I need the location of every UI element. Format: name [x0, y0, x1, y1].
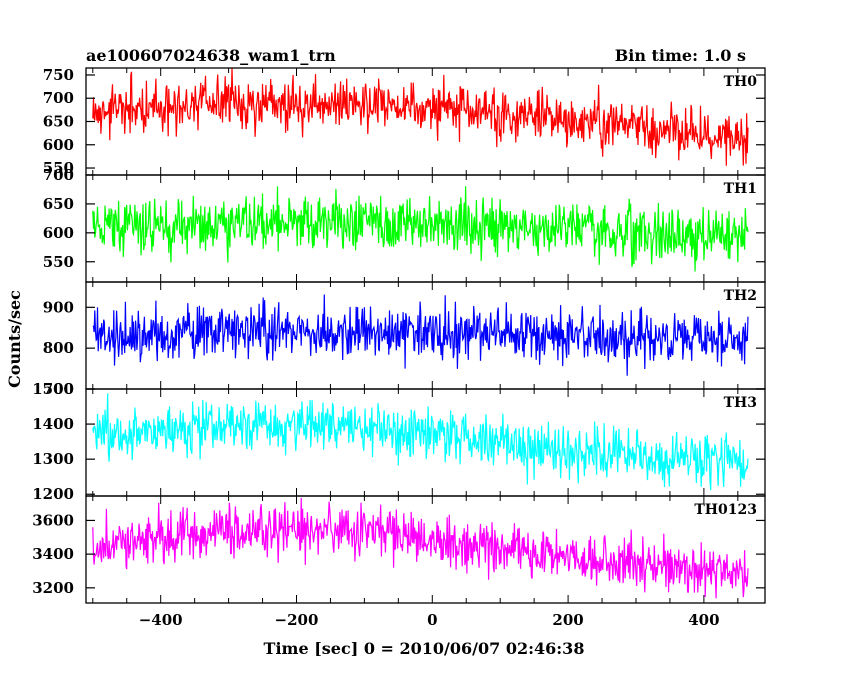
y-tick-label: 600: [43, 136, 74, 154]
x-tick-label: −400: [139, 611, 183, 629]
series-th1-line: [92, 186, 749, 272]
y-tick-label: 1500: [32, 380, 74, 398]
panel-label: TH1: [724, 181, 757, 197]
panel-th1: 550 600 650 700 TH1: [43, 166, 766, 283]
panel-th0123: 3200 3400 3600 TH0123: [32, 495, 766, 604]
x-tick-label: 400: [688, 611, 719, 629]
x-tick-label: 200: [552, 611, 583, 629]
series-th0123-line: [92, 497, 749, 599]
panel-th0: 550 600 650 700 750 TH0: [43, 66, 766, 177]
y-tick-label: 750: [43, 66, 74, 84]
y-tick-label: 1300: [32, 450, 74, 468]
panel-frame: [85, 495, 766, 604]
y-tick-label: 800: [43, 339, 74, 357]
bin-time-label: Bin time: 1.0 s: [615, 46, 746, 65]
x-axis-label: Time [sec] 0 = 2010/06/07 02:46:38: [264, 639, 585, 658]
y-tick-label: 650: [43, 195, 74, 213]
panel-th2: 700 800 900 TH2: [43, 281, 766, 398]
y-tick-label: 600: [43, 224, 74, 242]
series-th3-line: [92, 393, 749, 491]
y-tick-label: 700: [43, 89, 74, 107]
y-tick-label: 1200: [32, 485, 74, 503]
y-tick-label: 3600: [32, 511, 74, 529]
panel-label: TH2: [724, 288, 757, 304]
y-tick-label: 550: [43, 253, 74, 271]
y-tick-label: 3400: [32, 545, 74, 563]
chart-title: ae100607024638_wam1_trn: [86, 46, 336, 65]
panel-th3: 1200 1300 1400 1500 TH3: [32, 380, 766, 503]
y-tick-label: 550: [43, 159, 74, 177]
panel-label: TH0: [724, 74, 758, 90]
panel-label: TH3: [724, 395, 757, 411]
y-tick-label: 3200: [32, 579, 74, 597]
x-tick-label: 0: [427, 611, 437, 629]
y-tick-label: 650: [43, 113, 74, 131]
panel-label: TH0123: [694, 502, 757, 518]
y-axis-label: Counts/sec: [5, 290, 24, 388]
y-tick-label: 700: [43, 166, 74, 184]
series-th2-line: [92, 294, 749, 376]
x-axis: −400 −200 0 200 400: [139, 611, 720, 629]
y-tick-label: 1400: [32, 415, 74, 433]
y-tick-label: 700: [43, 380, 74, 398]
y-tick-label: 900: [43, 298, 74, 316]
panels-group: 550 600 650 700 750 TH0 550 600 650 700 TH1 700 800 9…: [32, 66, 766, 604]
x-tick-label: −200: [275, 611, 319, 629]
series-th0-line: [92, 68, 749, 166]
